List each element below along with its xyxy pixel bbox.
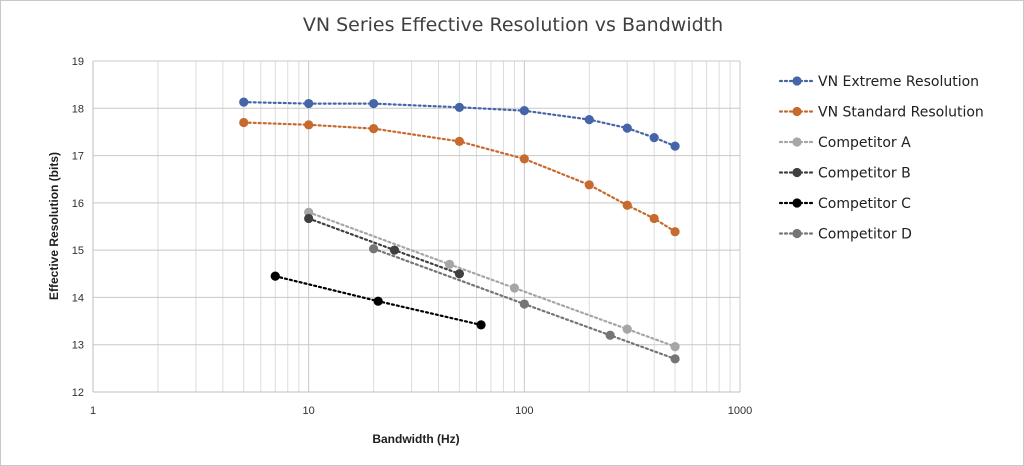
data-point <box>670 227 680 237</box>
x-gridlines <box>157 61 741 392</box>
data-point <box>454 102 465 112</box>
legend-label: VN Extreme Resolution <box>818 74 979 90</box>
data-point <box>239 97 249 107</box>
data-point <box>519 299 529 309</box>
data-point <box>454 269 465 279</box>
data-point <box>476 320 486 330</box>
legend-marker <box>792 76 802 86</box>
data-point <box>622 200 632 210</box>
data-point <box>368 244 379 254</box>
legend-label: VN Standard Resolution <box>818 105 984 121</box>
y-tick-label: 17 <box>72 151 84 163</box>
x-axis-label: Bandwidth (Hz) <box>372 432 459 446</box>
data-point <box>622 324 632 334</box>
data-point <box>670 342 680 352</box>
legend-marker <box>792 228 802 239</box>
data-point <box>368 98 379 109</box>
y-tick-label: 15 <box>72 245 84 257</box>
x-tick-labels: 1 10 100 1000 <box>90 405 752 417</box>
data-point <box>368 124 379 134</box>
data-point <box>304 213 314 224</box>
series-1 <box>239 97 680 151</box>
chart-title: VN Series Effective Resolution vs Bandwi… <box>303 14 723 36</box>
legend: VN Extreme Resolution VN Standard Resolut… <box>778 74 984 243</box>
series-2 <box>239 117 680 237</box>
legend-label: Competitor D <box>818 227 912 243</box>
data-point <box>622 123 632 133</box>
plot-area <box>93 61 740 392</box>
data-point <box>605 330 615 340</box>
y-tick-label: 12 <box>72 387 84 399</box>
data-point <box>670 141 680 151</box>
legend-label: Competitor A <box>818 135 911 151</box>
data-point <box>509 283 520 293</box>
y-tick-labels: 12 13 14 15 16 17 18 19 <box>72 56 84 399</box>
legend-item: Competitor A <box>778 135 911 151</box>
data-point <box>389 245 400 255</box>
y-tick-label: 18 <box>72 103 84 115</box>
legend-item: VN Extreme Resolution <box>778 74 979 90</box>
series-5 <box>270 271 486 330</box>
y-tick-label: 14 <box>72 292 84 304</box>
data-point <box>373 296 383 306</box>
data-point <box>454 136 465 146</box>
data-point <box>239 117 249 128</box>
x-tick-label: 10 <box>303 405 315 417</box>
y-tick-label: 16 <box>72 198 84 210</box>
legend-marker <box>792 137 802 147</box>
data-point <box>649 213 659 224</box>
legend-item: Competitor C <box>778 196 911 212</box>
data-point <box>649 133 659 143</box>
data-point <box>270 271 280 281</box>
series-layer <box>239 97 680 364</box>
legend-marker <box>792 167 802 178</box>
data-point <box>670 354 680 364</box>
legend-label: Competitor B <box>818 166 911 182</box>
data-point <box>444 259 455 269</box>
x-tick-label: 1 <box>90 405 96 417</box>
series-4 <box>304 213 465 279</box>
legend-item: Competitor B <box>778 166 911 182</box>
data-point <box>519 106 529 116</box>
x-tick-label: 1000 <box>728 405 752 417</box>
legend-item: Competitor D <box>778 227 912 243</box>
series-line <box>372 247 677 360</box>
data-point <box>584 115 594 125</box>
legend-item: VN Standard Resolution <box>778 105 984 121</box>
legend-label: Competitor C <box>818 196 911 212</box>
y-tick-label: 13 <box>72 340 84 352</box>
data-point <box>304 120 314 130</box>
legend-marker <box>792 198 802 208</box>
series-6 <box>368 244 680 364</box>
x-tick-label: 100 <box>515 405 533 417</box>
data-point <box>584 180 594 190</box>
legend-marker <box>792 106 802 117</box>
y-axis-label: Effective Resolution (bits) <box>47 152 61 300</box>
data-point <box>304 98 314 109</box>
y-tick-label: 19 <box>72 56 84 68</box>
data-point <box>519 154 529 164</box>
